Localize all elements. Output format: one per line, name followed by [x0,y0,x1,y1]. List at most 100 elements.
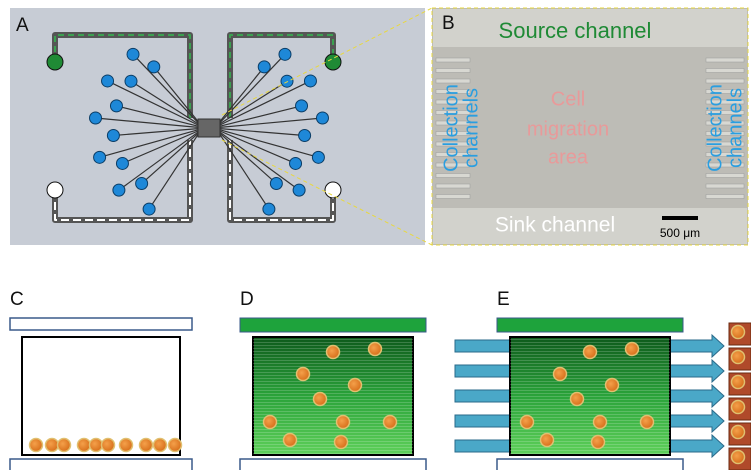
migration-label: area [548,146,589,168]
collection-port [281,75,293,87]
collection-label: channels [724,88,746,168]
collection-label: channels [460,88,482,168]
collection-port [107,130,119,142]
collection-label: Collection [704,84,726,172]
ridge [706,184,744,188]
cell [327,346,340,359]
cell [571,393,584,406]
collection-port [125,75,137,87]
bottom-plate [497,459,683,470]
panel-label: E [497,289,510,310]
collection-port [136,178,148,190]
cell [297,368,310,381]
cell [592,436,605,449]
source-port [47,54,63,70]
collection-port [102,75,114,87]
source-label: Source channel [499,18,652,43]
collection-port [94,151,106,163]
cell [335,436,348,449]
cell [732,426,745,439]
top-plate [497,318,683,332]
chip [198,119,220,137]
outflow-arrow [669,435,724,457]
cell [30,439,43,452]
collection-port [270,178,282,190]
collection-port [304,75,316,87]
cell [314,393,327,406]
scale-label: 500 μm [660,226,700,240]
cell [46,439,59,452]
source-port [325,54,341,70]
cell [732,351,745,364]
ridge [436,195,470,199]
panel-label: A [16,15,29,36]
ridge [436,174,470,178]
top-plate [240,318,426,332]
cell [732,376,745,389]
collection-port [290,157,302,169]
panel-b: B Source channel Sink channel Collection… [432,8,748,245]
collection-port [263,203,275,215]
collection-port [113,184,125,196]
panel-label: D [240,289,254,310]
top-plate [10,318,192,330]
cell [102,439,115,452]
cells [30,439,182,452]
cell [140,439,153,452]
collection-port [279,48,291,60]
cell [337,416,350,429]
collection-port [299,130,311,142]
panel-a: A [10,8,432,245]
panel-e: E [455,289,751,470]
cell [584,346,597,359]
chamber [22,337,180,455]
inflow-arrow [455,340,511,352]
ridge [436,79,470,83]
figure: A B Source channel Sink channel Collecti… [0,0,751,470]
collection-port [143,203,155,215]
panel-label: B [442,13,455,34]
cell [78,439,91,452]
ridge [436,58,470,62]
migration-label: Cell [551,88,585,110]
ridge [706,195,744,199]
cell [154,439,167,452]
ridge [436,69,470,73]
outflow-arrow [669,410,724,432]
cell [120,439,133,452]
cell [732,451,745,464]
cell [58,439,71,452]
cell [521,416,534,429]
cell [284,434,297,447]
ridge [706,174,744,178]
cell [554,368,567,381]
collection-port [296,100,308,112]
sink-port [47,182,63,198]
cell [349,379,362,392]
collection-label: Collection [440,84,462,172]
outflow-arrow [669,385,724,407]
collection-port [127,48,139,60]
inflow-arrow [455,415,511,427]
cell [732,326,745,339]
bottom-plate [240,459,426,470]
bottom-plate [10,459,192,470]
panel-c: C [10,289,192,470]
collection-port [312,151,324,163]
ridge [436,184,470,188]
collection-port [293,184,305,196]
collection-port [316,112,328,124]
cell [732,401,745,414]
collection-port [110,100,122,112]
collection-wells [729,323,751,470]
migration-label: migration [527,118,609,140]
cell [541,434,554,447]
cell [606,379,619,392]
panel-label: C [10,289,24,310]
cell [369,343,382,356]
sink-port [325,182,341,198]
cell [169,439,182,452]
ridge [706,69,744,73]
collection-port [90,112,102,124]
cell [264,416,277,429]
